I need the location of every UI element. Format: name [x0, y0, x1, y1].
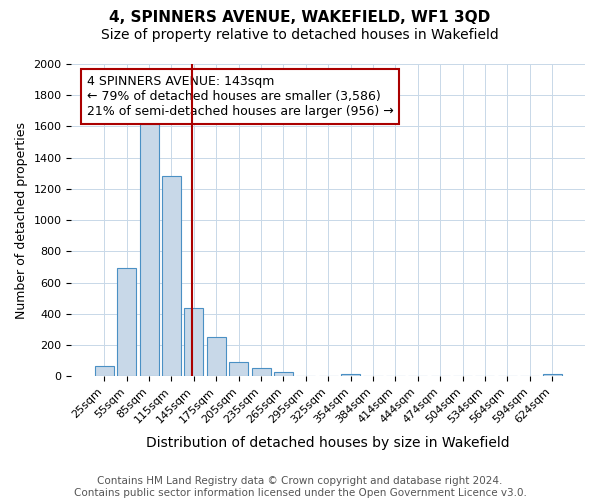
Bar	[117, 268, 136, 376]
Bar	[207, 337, 226, 376]
Bar	[95, 366, 114, 376]
Bar	[542, 374, 562, 376]
Bar	[184, 308, 203, 376]
Text: 4 SPINNERS AVENUE: 143sqm
← 79% of detached houses are smaller (3,586)
21% of se: 4 SPINNERS AVENUE: 143sqm ← 79% of detac…	[87, 75, 394, 118]
Text: Size of property relative to detached houses in Wakefield: Size of property relative to detached ho…	[101, 28, 499, 42]
Bar	[341, 374, 360, 376]
Text: 4, SPINNERS AVENUE, WAKEFIELD, WF1 3QD: 4, SPINNERS AVENUE, WAKEFIELD, WF1 3QD	[109, 10, 491, 25]
Bar	[162, 176, 181, 376]
Bar	[229, 362, 248, 376]
Bar	[140, 121, 158, 376]
Bar	[274, 372, 293, 376]
Y-axis label: Number of detached properties: Number of detached properties	[15, 122, 28, 318]
Text: Contains HM Land Registry data © Crown copyright and database right 2024.
Contai: Contains HM Land Registry data © Crown c…	[74, 476, 526, 498]
Bar	[251, 368, 271, 376]
X-axis label: Distribution of detached houses by size in Wakefield: Distribution of detached houses by size …	[146, 436, 510, 450]
